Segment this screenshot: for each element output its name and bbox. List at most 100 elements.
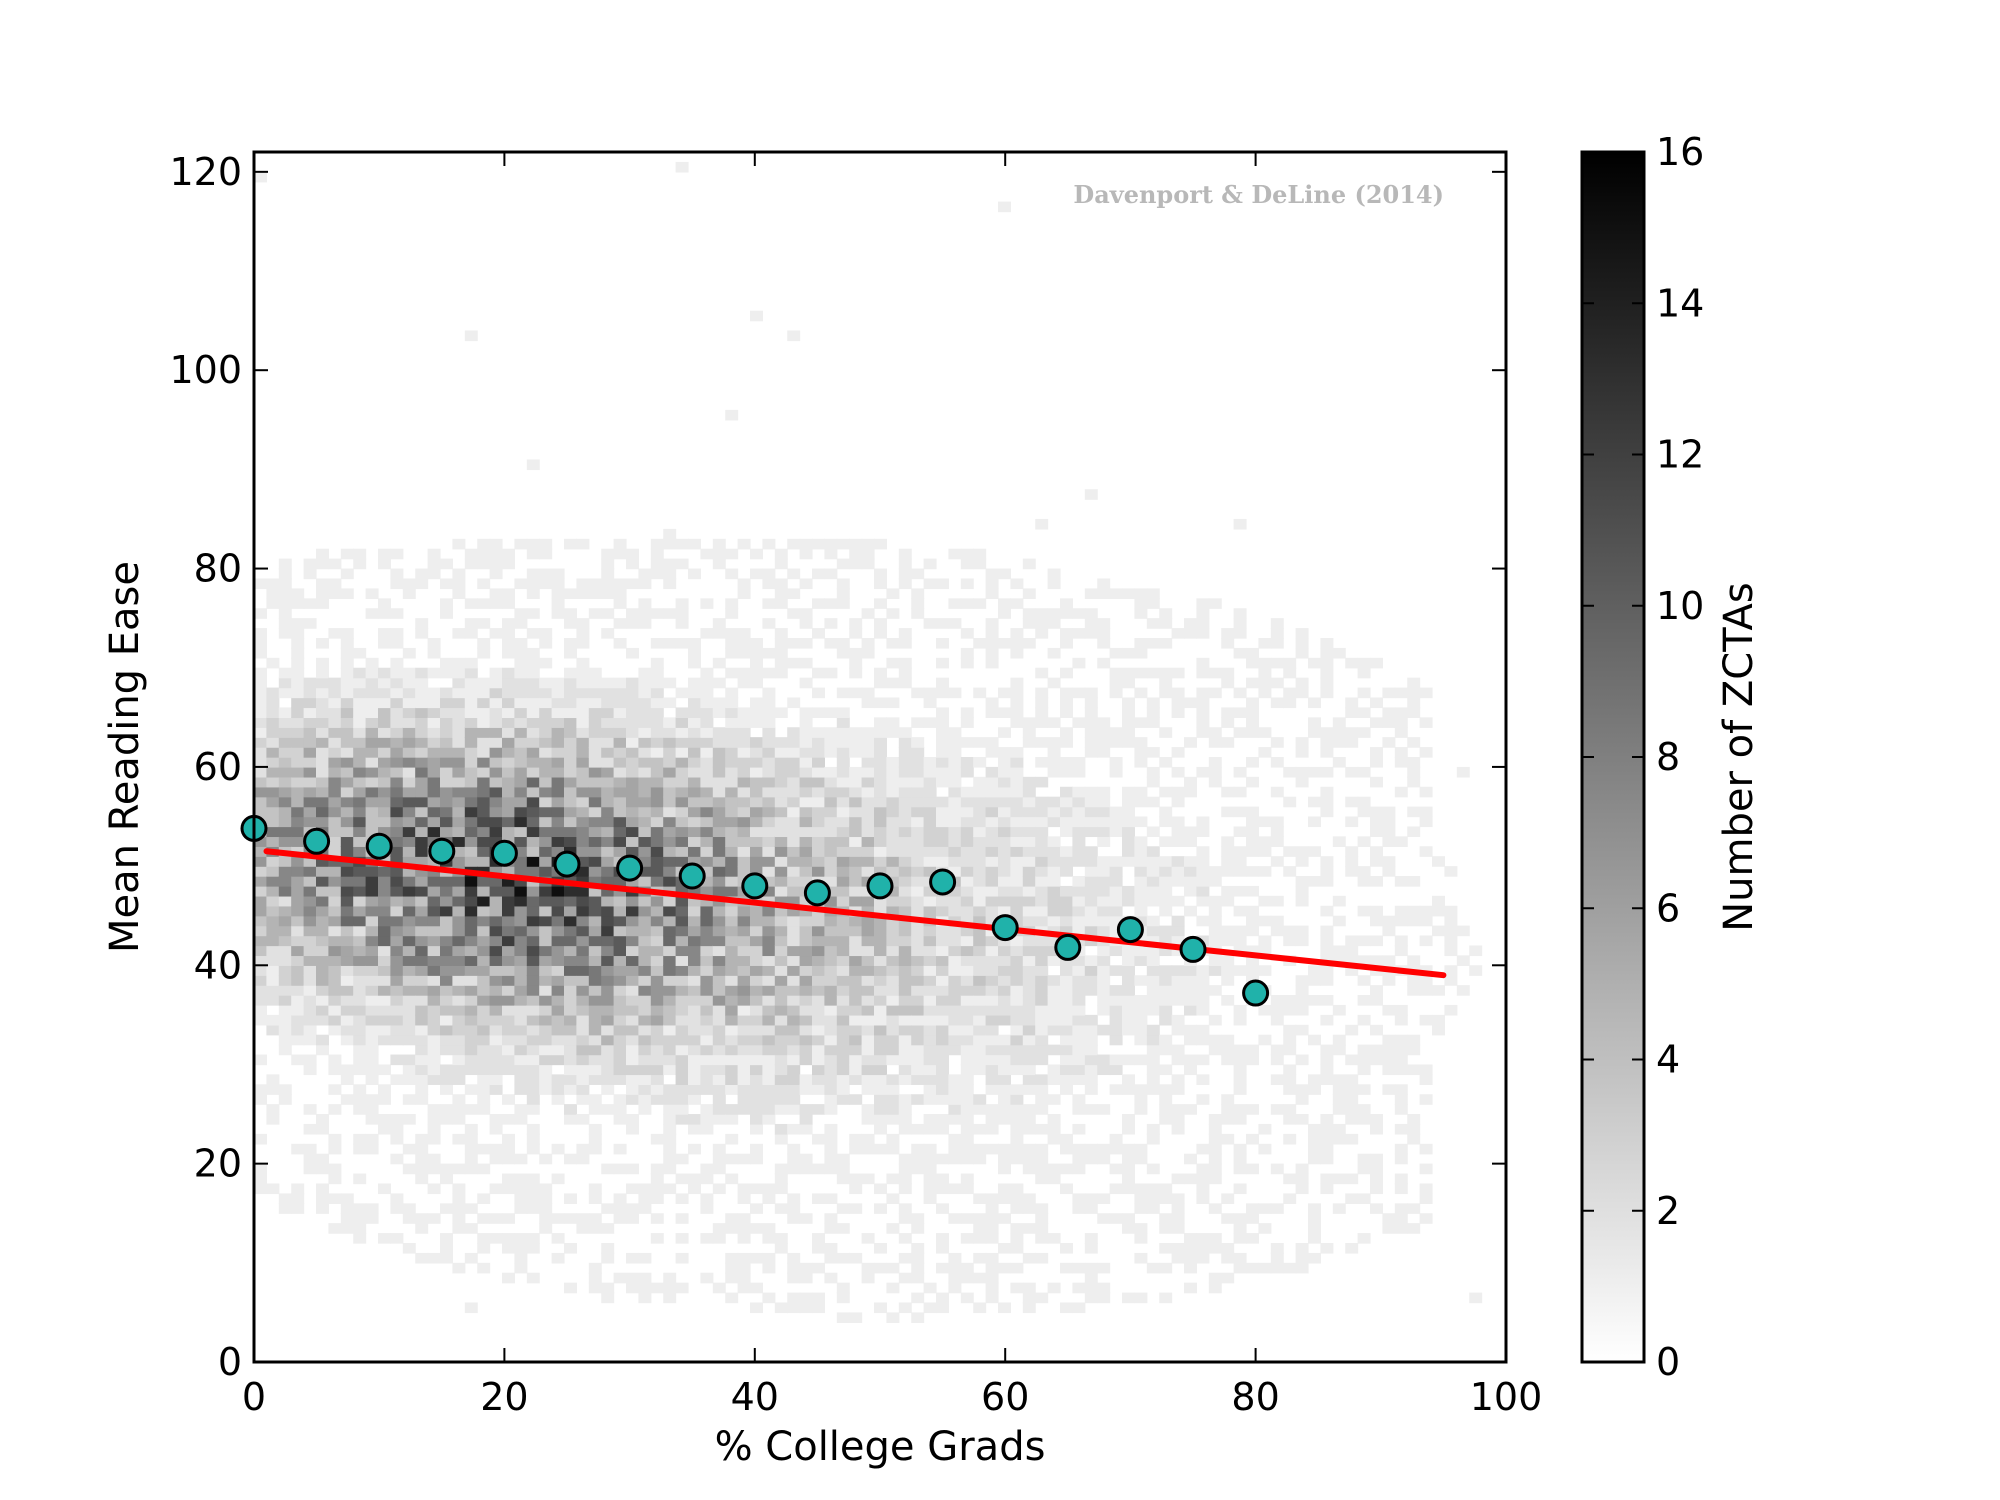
heatmap-cell <box>601 915 615 927</box>
heatmap-cell <box>464 1223 478 1234</box>
heatmap-cell <box>836 776 850 788</box>
heatmap-cell <box>254 935 267 947</box>
heatmap-cell <box>1221 1104 1235 1115</box>
heatmap-cell <box>936 766 949 778</box>
heatmap-cell <box>1122 965 1135 976</box>
heatmap-cell <box>1122 1014 1135 1026</box>
heatmap-cell <box>1084 717 1098 728</box>
heatmap-cell <box>502 885 515 897</box>
heatmap-cell <box>688 945 701 957</box>
heatmap-cell <box>985 846 999 857</box>
heatmap-cell <box>1332 737 1346 748</box>
heatmap-cell <box>824 826 838 838</box>
heatmap-cell <box>1370 985 1383 996</box>
heatmap-cell <box>1196 707 1210 719</box>
heatmap-cell <box>365 1094 379 1105</box>
heatmap-cell <box>787 1163 801 1175</box>
heatmap-cell <box>1382 1044 1396 1056</box>
heatmap-cell <box>539 796 553 808</box>
heatmap-cell <box>340 1034 354 1046</box>
heatmap-cell <box>526 905 540 917</box>
heatmap-cell <box>1394 1143 1408 1155</box>
heatmap-cell <box>303 995 317 1006</box>
heatmap-cell <box>365 766 379 778</box>
heatmap-cell <box>353 717 367 728</box>
heatmap-cell <box>340 707 354 719</box>
heatmap-cell <box>936 1024 949 1036</box>
heatmap-cell <box>1109 965 1123 976</box>
heatmap-cell <box>1456 766 1470 778</box>
heatmap-cell <box>824 548 838 560</box>
heatmap-cell <box>526 608 540 619</box>
heatmap-cell <box>1122 826 1135 838</box>
heatmap-cell <box>328 766 342 778</box>
heatmap-cell <box>886 895 900 907</box>
heatmap-cell <box>1060 1064 1073 1076</box>
heatmap-cell <box>1097 786 1111 798</box>
heatmap-cell <box>576 687 590 699</box>
heatmap-cell <box>1357 1014 1371 1026</box>
heatmap-cell <box>514 757 528 768</box>
heatmap-cell <box>898 836 912 847</box>
heatmap-cell <box>1357 1153 1371 1165</box>
heatmap-cell <box>365 965 379 976</box>
heatmap-cell <box>1196 1004 1210 1016</box>
heatmap-cell <box>1072 816 1086 828</box>
heatmap-cell <box>378 995 391 1006</box>
heatmap-cell <box>762 915 776 927</box>
heatmap-cell <box>502 1173 515 1185</box>
heatmap-cell <box>365 1064 379 1076</box>
heatmap-cell <box>502 757 515 768</box>
heatmap-cell <box>787 885 801 897</box>
heatmap-cell <box>960 757 974 768</box>
heatmap-cell <box>1382 1034 1396 1046</box>
heatmap-cell <box>489 955 503 966</box>
heatmap-cell <box>1171 866 1185 877</box>
heatmap-cell <box>762 1104 776 1115</box>
heatmap-cell <box>1035 628 1049 639</box>
heatmap-cell <box>787 1054 801 1066</box>
heatmap-cell <box>1035 955 1049 966</box>
heatmap-cell <box>626 905 639 917</box>
heatmap-cell <box>1159 895 1173 907</box>
heatmap-cell <box>514 776 528 788</box>
heatmap-cell <box>526 955 540 966</box>
heatmap-cell <box>824 1084 838 1095</box>
heatmap-cell <box>1060 667 1073 679</box>
heatmap-cell <box>613 677 627 689</box>
heatmap-cell <box>1072 717 1086 728</box>
heatmap-cell <box>266 766 280 778</box>
heatmap-cell <box>440 776 453 788</box>
heatmap-cell <box>812 1054 825 1066</box>
heatmap-cell <box>278 757 292 768</box>
heatmap-cell <box>911 1094 925 1105</box>
heatmap-cell <box>737 935 751 947</box>
heatmap-cell <box>985 935 999 947</box>
heatmap-cell <box>291 905 305 917</box>
heatmap-cell <box>316 687 329 699</box>
heatmap-cell <box>861 727 875 738</box>
heatmap-cell <box>787 836 801 847</box>
heatmap-cell <box>601 1084 615 1095</box>
heatmap-cell <box>539 538 553 550</box>
heatmap-cell <box>1134 885 1148 897</box>
heatmap-cell <box>1134 1252 1148 1264</box>
heatmap-cell <box>812 766 825 778</box>
heatmap-cell <box>415 816 429 828</box>
heatmap-cell <box>254 965 267 976</box>
heatmap-cell <box>700 965 714 976</box>
heatmap-cell <box>613 1074 627 1085</box>
heatmap-cell <box>328 866 342 877</box>
heatmap-cell <box>874 727 887 738</box>
heatmap-cell <box>774 836 788 847</box>
heatmap-cell <box>911 1213 925 1224</box>
heatmap-cell <box>1072 925 1086 937</box>
heatmap-cell <box>477 747 491 758</box>
heatmap-cell <box>1047 915 1061 927</box>
heatmap-cell <box>650 1004 664 1016</box>
heatmap-cell <box>998 796 1011 808</box>
heatmap-cell <box>712 965 726 976</box>
heatmap-cell <box>650 717 664 728</box>
heatmap-cell <box>303 866 317 877</box>
heatmap-cell <box>688 1173 701 1185</box>
